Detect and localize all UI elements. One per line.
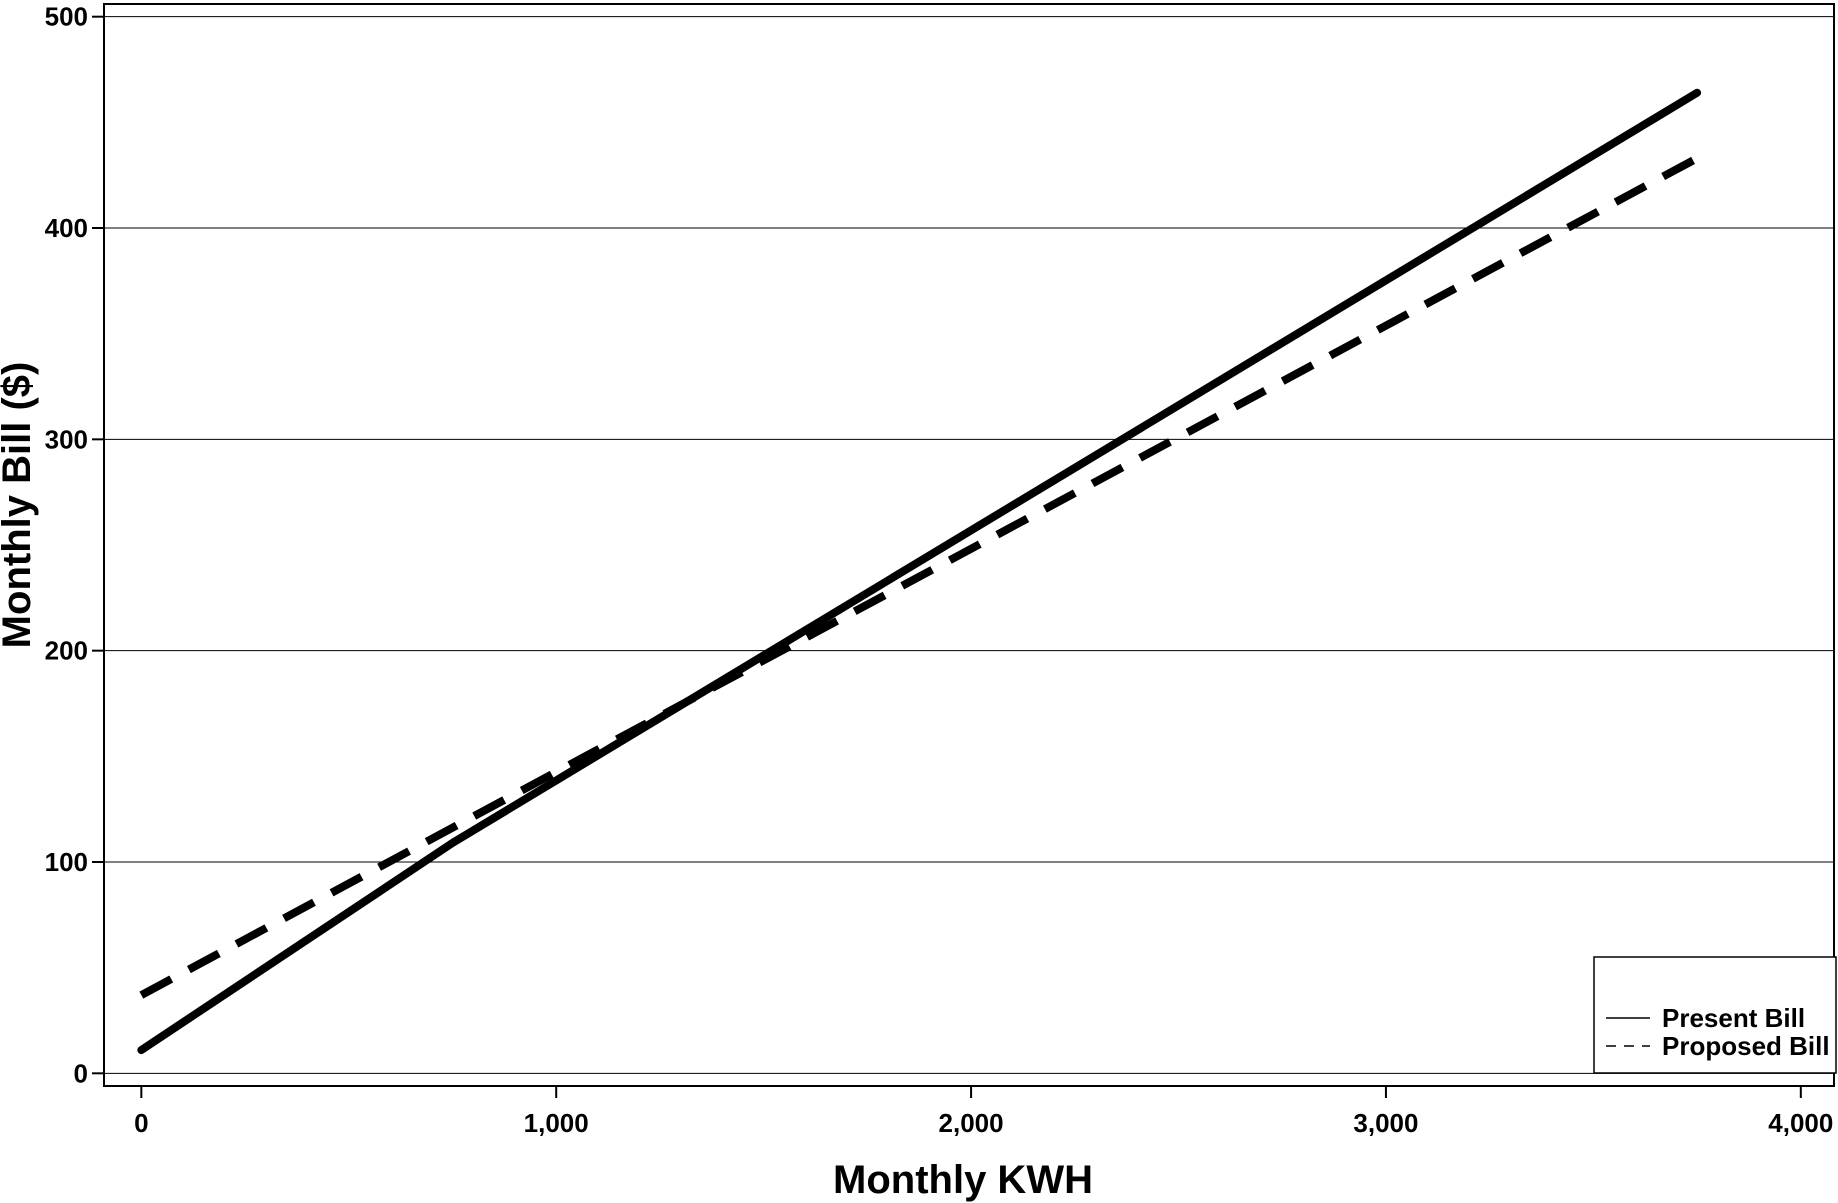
y-axis-title: Monthly Bill ($) <box>0 362 39 649</box>
x-tick-label: 4,000 <box>1768 1108 1833 1138</box>
x-axis-ticks: 0 1,000 2,000 3,000 4,000 <box>134 1086 1833 1138</box>
series-line-proposed-bill <box>139 154 1699 999</box>
y-tick-label: 0 <box>74 1058 88 1088</box>
x-tick-label: 1,000 <box>524 1108 589 1138</box>
x-tick-label: 2,000 <box>939 1108 1004 1138</box>
gridlines <box>104 16 1834 1074</box>
x-axis-title: Monthly KWH <box>833 1158 1093 1202</box>
series-lines <box>137 88 1702 1055</box>
y-tick-label: 200 <box>45 636 88 666</box>
series-line-present-bill <box>137 88 1702 1055</box>
x-tick-label: 0 <box>134 1108 148 1138</box>
y-axis-ticks: 0 100 200 300 400 500 <box>45 2 104 1088</box>
x-tick-label: 3,000 <box>1353 1108 1418 1138</box>
legend-label: Present Bill <box>1662 1003 1805 1033</box>
legend-box <box>1593 956 1837 1074</box>
plot-frame <box>103 3 1835 1087</box>
legend-label: Proposed Bill <box>1662 1031 1830 1061</box>
y-tick-label: 500 <box>45 2 88 32</box>
y-tick-label: 300 <box>45 424 88 454</box>
y-tick-label: 100 <box>45 847 88 877</box>
y-tick-label: 400 <box>45 213 88 243</box>
